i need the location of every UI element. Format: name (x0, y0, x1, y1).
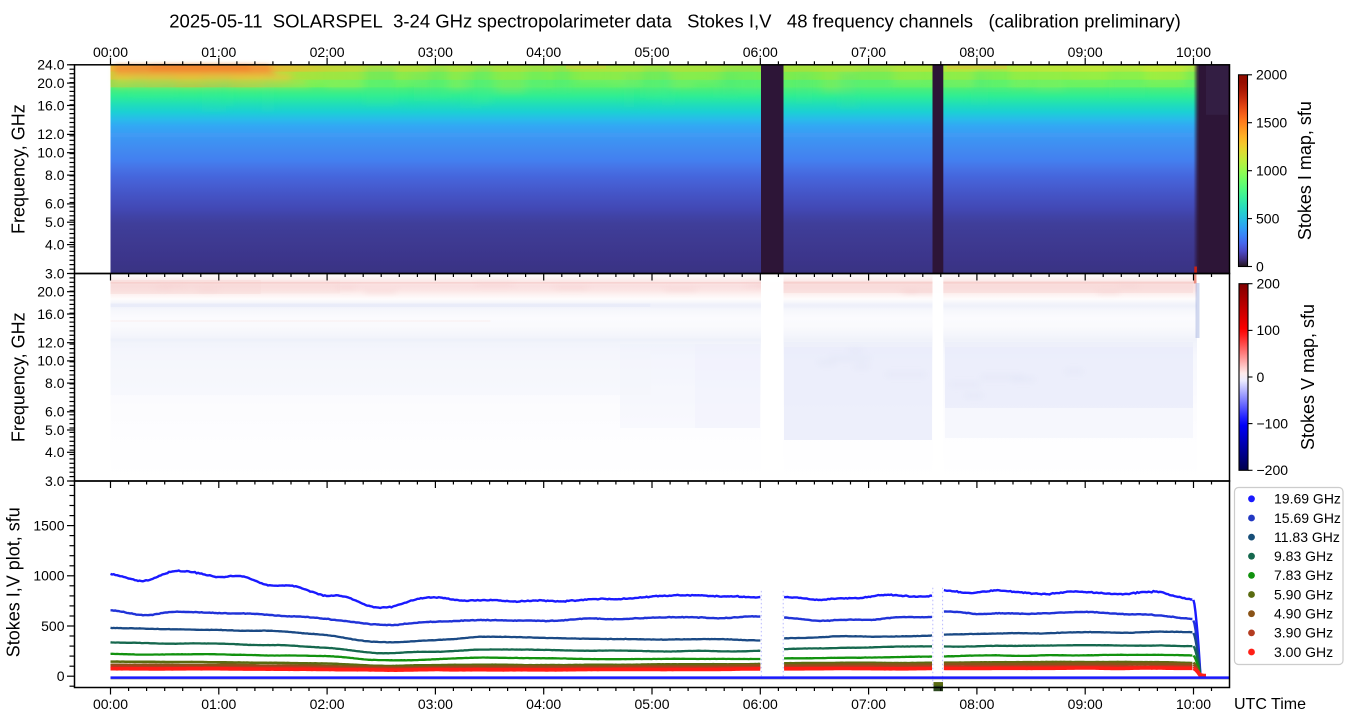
svg-text:02:00: 02:00 (310, 696, 345, 712)
svg-text:07:00: 07:00 (851, 44, 886, 60)
svg-text:04:00: 04:00 (526, 44, 561, 60)
svg-text:8.0: 8.0 (45, 167, 65, 183)
svg-text:3.00 GHz: 3.00 GHz (1274, 644, 1333, 660)
svg-text:3.0: 3.0 (45, 473, 65, 489)
svg-text:10:00: 10:00 (1176, 44, 1211, 60)
svg-text:Stokes I map, sfu: Stokes I map, sfu (1295, 101, 1315, 240)
svg-text:03:00: 03:00 (418, 696, 453, 712)
svg-text:09:00: 09:00 (1068, 44, 1103, 60)
svg-text:4.90 GHz: 4.90 GHz (1274, 606, 1333, 622)
svg-text:4.0: 4.0 (45, 236, 65, 252)
svg-text:10.0: 10.0 (37, 144, 64, 160)
svg-text:02:00: 02:00 (310, 44, 345, 60)
svg-text:12.0: 12.0 (37, 126, 64, 142)
svg-text:8.0: 8.0 (45, 375, 65, 391)
svg-text:2025-05-11 SOLARSPEL 3-24 GH: 2025-05-11 SOLARSPEL 3-24 GHz spectropol… (169, 11, 1180, 32)
svg-text:100: 100 (1257, 322, 1281, 338)
svg-text:10.0: 10.0 (37, 353, 64, 369)
svg-text:12.0: 12.0 (37, 334, 64, 350)
svg-text:16.0: 16.0 (37, 97, 64, 113)
svg-text:19.69 GHz: 19.69 GHz (1274, 491, 1341, 507)
svg-text:9.83 GHz: 9.83 GHz (1274, 548, 1333, 564)
svg-text:−200: −200 (1257, 462, 1289, 478)
svg-text:5.0: 5.0 (45, 214, 65, 230)
svg-text:10:00: 10:00 (1176, 696, 1211, 712)
svg-text:05:00: 05:00 (634, 44, 669, 60)
svg-text:24.0: 24.0 (37, 57, 64, 73)
svg-text:−100: −100 (1257, 415, 1289, 431)
svg-text:20.0: 20.0 (37, 75, 64, 91)
svg-text:06:00: 06:00 (743, 696, 778, 712)
svg-text:15.69 GHz: 15.69 GHz (1274, 510, 1341, 526)
svg-text:UTC Time: UTC Time (1234, 696, 1306, 713)
svg-text:2000: 2000 (1256, 67, 1287, 83)
svg-text:1500: 1500 (33, 517, 64, 533)
svg-text:04:00: 04:00 (526, 696, 561, 712)
svg-text:00:00: 00:00 (93, 44, 128, 60)
svg-text:200: 200 (1257, 276, 1281, 292)
svg-text:07:00: 07:00 (851, 696, 886, 712)
svg-text:16.0: 16.0 (37, 306, 64, 322)
svg-text:03:00: 03:00 (418, 44, 453, 60)
svg-text:3.90 GHz: 3.90 GHz (1274, 625, 1333, 641)
svg-text:Stokes I,V plot, sfu: Stokes I,V plot, sfu (4, 507, 24, 657)
svg-text:Stokes V map, sfu: Stokes V map, sfu (1298, 304, 1318, 450)
svg-text:500: 500 (1256, 210, 1280, 226)
svg-text:09:00: 09:00 (1068, 696, 1103, 712)
svg-text:01:00: 01:00 (201, 696, 236, 712)
svg-text:05:00: 05:00 (634, 696, 669, 712)
svg-text:500: 500 (41, 618, 65, 634)
svg-text:0: 0 (57, 668, 65, 684)
svg-text:Frequency, GHz: Frequency, GHz (9, 312, 29, 442)
svg-text:3.0: 3.0 (45, 265, 65, 281)
svg-text:Frequency, GHz: Frequency, GHz (9, 104, 29, 234)
svg-text:6.0: 6.0 (45, 196, 65, 212)
svg-text:01:00: 01:00 (201, 44, 236, 60)
svg-text:08:00: 08:00 (959, 696, 994, 712)
svg-text:11.83 GHz: 11.83 GHz (1274, 529, 1340, 545)
svg-text:0: 0 (1256, 258, 1264, 274)
svg-text:7.83 GHz: 7.83 GHz (1274, 567, 1333, 583)
svg-text:4.0: 4.0 (45, 444, 65, 460)
svg-text:00:00: 00:00 (93, 696, 128, 712)
svg-text:1000: 1000 (33, 568, 64, 584)
svg-text:5.90 GHz: 5.90 GHz (1274, 586, 1333, 602)
svg-text:06:00: 06:00 (743, 44, 778, 60)
svg-text:5.0: 5.0 (45, 422, 65, 438)
svg-text:1000: 1000 (1256, 162, 1287, 178)
svg-text:20.0: 20.0 (37, 283, 64, 299)
svg-text:0: 0 (1257, 369, 1265, 385)
svg-text:6.0: 6.0 (45, 404, 65, 420)
svg-text:08:00: 08:00 (959, 44, 994, 60)
svg-text:1500: 1500 (1256, 115, 1287, 131)
